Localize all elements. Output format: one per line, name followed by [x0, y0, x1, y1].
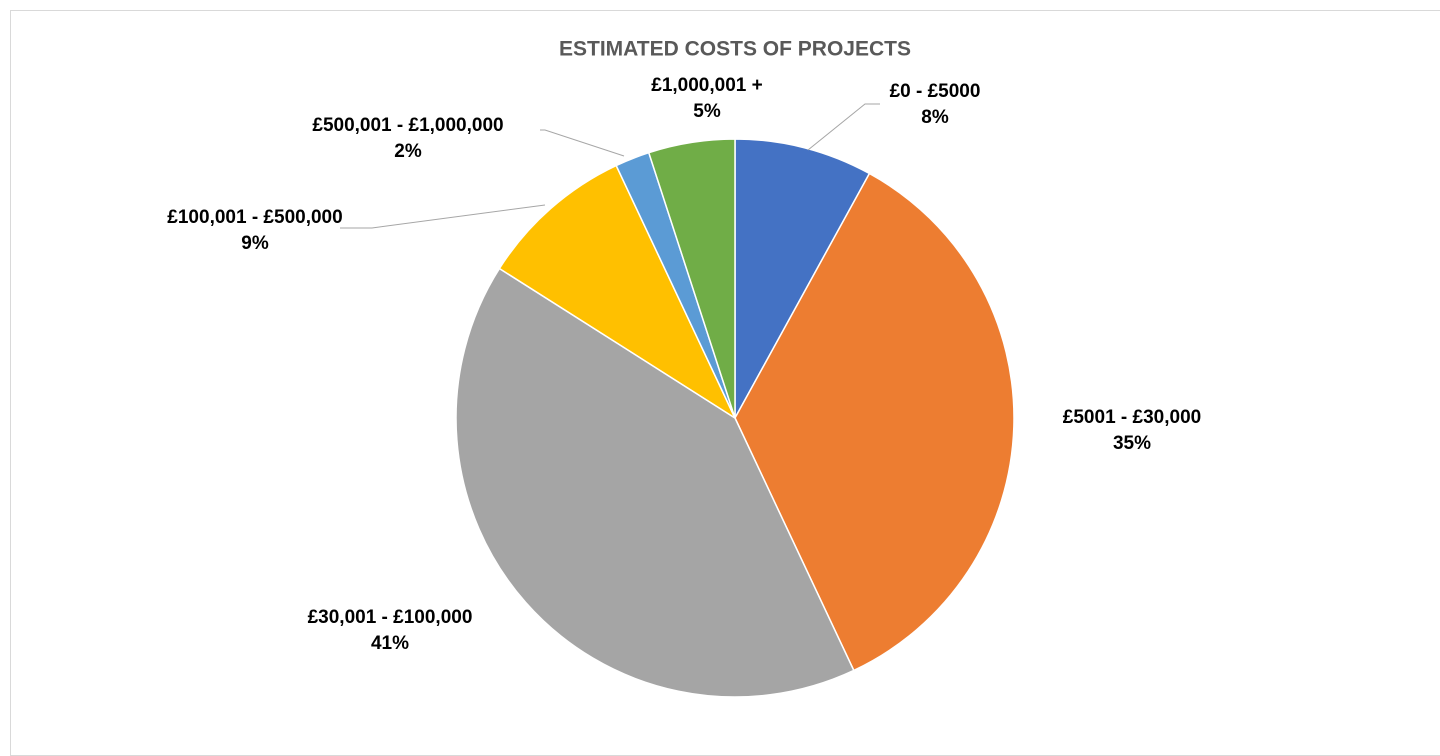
slice-label: £5001 - £30,000	[1063, 407, 1201, 428]
chart-title: ESTIMATED COSTS OF PROJECTS	[559, 38, 911, 61]
slice-label: £500,001 - £1,000,000	[312, 115, 503, 136]
leader-line	[540, 129, 625, 157]
pie-slice	[498, 164, 737, 421]
slice-value-label: 2%	[394, 141, 422, 162]
pie-slice	[455, 267, 855, 698]
slice-value-label: 35%	[1113, 433, 1151, 454]
slice-value-label: 5%	[693, 101, 721, 122]
leader-line	[340, 204, 546, 229]
leader-line	[807, 103, 880, 151]
pie-slice	[734, 138, 871, 419]
slice-label: £30,001 - £100,000	[308, 607, 473, 628]
slice-label: £100,001 - £500,000	[167, 207, 342, 228]
pie-slice	[647, 138, 736, 419]
pie-slice	[734, 172, 1015, 672]
slice-value-label: 9%	[241, 233, 269, 254]
slice-value-label: 8%	[921, 107, 949, 128]
slice-label: £1,000,001 +	[651, 75, 762, 96]
slice-label: £0 - £5000	[890, 81, 981, 102]
slice-value-label: 41%	[371, 633, 409, 654]
